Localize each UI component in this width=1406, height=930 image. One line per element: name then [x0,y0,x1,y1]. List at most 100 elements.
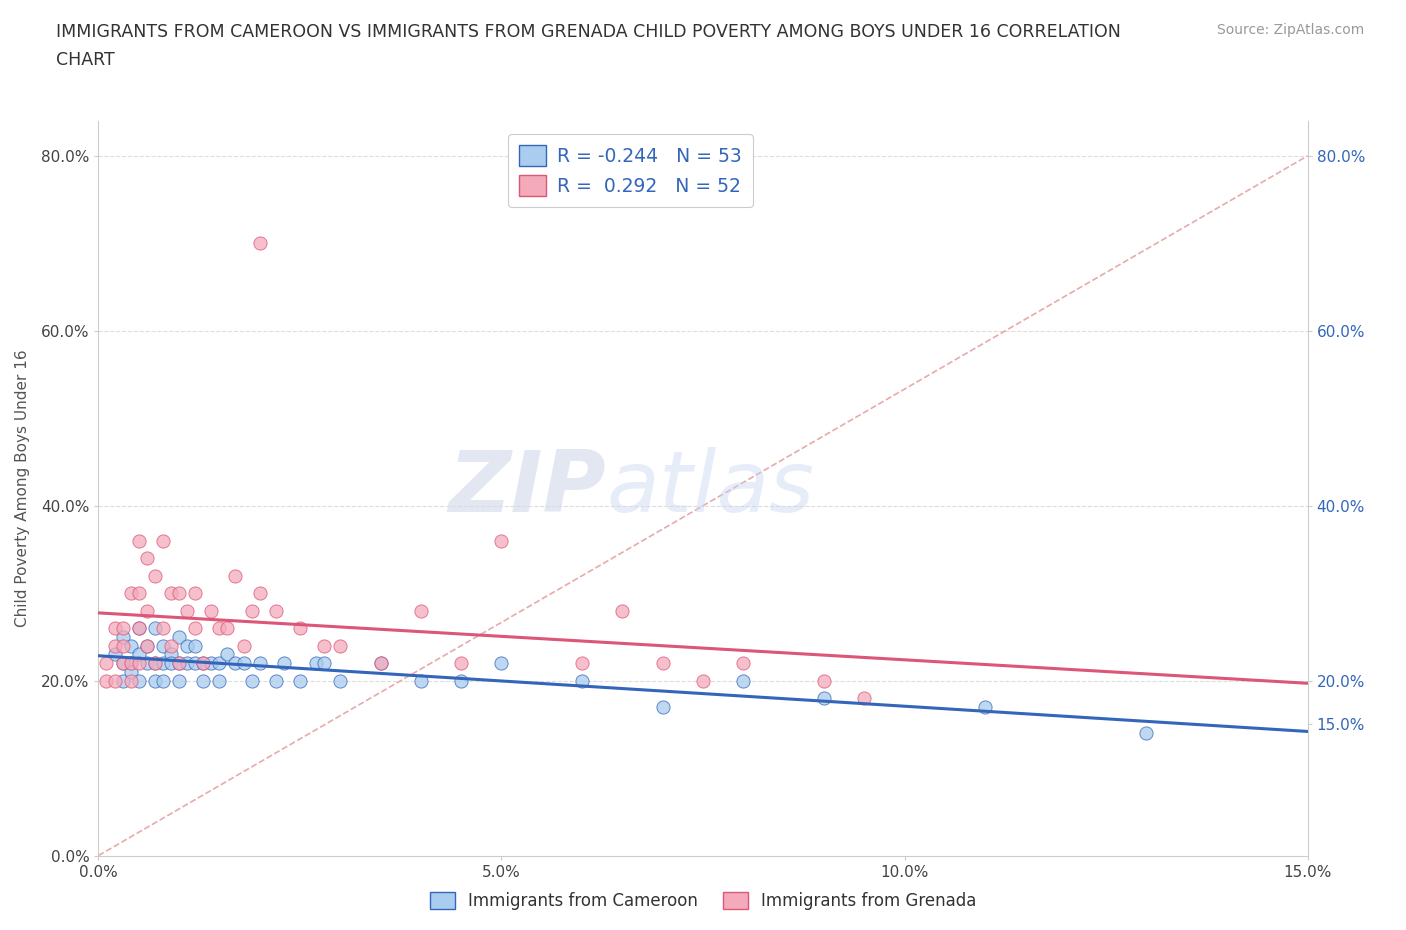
Point [120,656,142,671]
Point [120,664,142,679]
Point [103,638,125,653]
Point [160,586,183,601]
Text: CHART: CHART [56,51,115,69]
Point [217,647,239,662]
Point [143,656,166,671]
Point [128,673,150,688]
Point [167,656,190,671]
Point [176,656,198,671]
Point [692,673,714,688]
Point [651,699,673,714]
Point [491,533,513,548]
Point [208,620,231,635]
Point [184,620,207,635]
Point [305,656,328,671]
Point [160,647,183,662]
Text: Source: ZipAtlas.com: Source: ZipAtlas.com [1216,23,1364,37]
Point [120,638,142,653]
Point [264,604,287,618]
Point [103,647,125,662]
Point [152,656,174,671]
Point [240,604,263,618]
Point [370,656,392,671]
Point [152,638,174,653]
Point [314,638,336,653]
Point [273,656,295,671]
Point [96,656,118,671]
Point [176,604,198,618]
Point [167,673,190,688]
Point [143,568,166,583]
Point [813,691,835,706]
Point [224,568,246,583]
Point [111,620,134,635]
Point [120,673,142,688]
Point [160,638,183,653]
Point [128,620,150,635]
Point [249,586,271,601]
Point [232,638,254,653]
Point [450,656,472,671]
Point [288,620,311,635]
Point [571,673,593,688]
Point [120,656,142,671]
Point [249,656,271,671]
Point [571,656,593,671]
Y-axis label: Child Poverty Among Boys Under 16: Child Poverty Among Boys Under 16 [15,350,30,627]
Point [329,638,352,653]
Point [135,638,157,653]
Point [111,638,134,653]
Point [111,673,134,688]
Point [167,656,190,671]
Point [409,604,432,618]
Point [329,673,352,688]
Legend: Immigrants from Cameroon, Immigrants from Grenada: Immigrants from Cameroon, Immigrants fro… [423,885,983,917]
Point [733,673,755,688]
Point [103,673,125,688]
Point [240,673,263,688]
Point [193,656,215,671]
Point [184,656,207,671]
Point [167,586,190,601]
Point [224,656,246,671]
Text: atlas: atlas [606,446,814,530]
Point [152,673,174,688]
Point [208,656,231,671]
Point [128,586,150,601]
Point [176,638,198,653]
Point [143,656,166,671]
Point [232,656,254,671]
Point [111,656,134,671]
Point [143,673,166,688]
Point [813,673,835,688]
Point [974,699,997,714]
Point [135,656,157,671]
Point [111,656,134,671]
Point [135,604,157,618]
Point [200,656,222,671]
Point [135,638,157,653]
Point [217,620,239,635]
Point [733,656,755,671]
Point [160,656,183,671]
Point [193,673,215,688]
Point [370,656,392,671]
Point [135,551,157,565]
Legend: R = -0.244   N = 53, R =  0.292   N = 52: R = -0.244 N = 53, R = 0.292 N = 52 [508,134,752,206]
Point [491,656,513,671]
Point [120,586,142,601]
Point [128,656,150,671]
Point [143,620,166,635]
Point [184,586,207,601]
Text: ZIP: ZIP [449,446,606,530]
Point [128,533,150,548]
Point [409,673,432,688]
Point [208,673,231,688]
Point [193,656,215,671]
Point [96,673,118,688]
Point [152,620,174,635]
Point [651,656,673,671]
Point [1135,725,1157,740]
Point [184,638,207,653]
Point [612,604,634,618]
